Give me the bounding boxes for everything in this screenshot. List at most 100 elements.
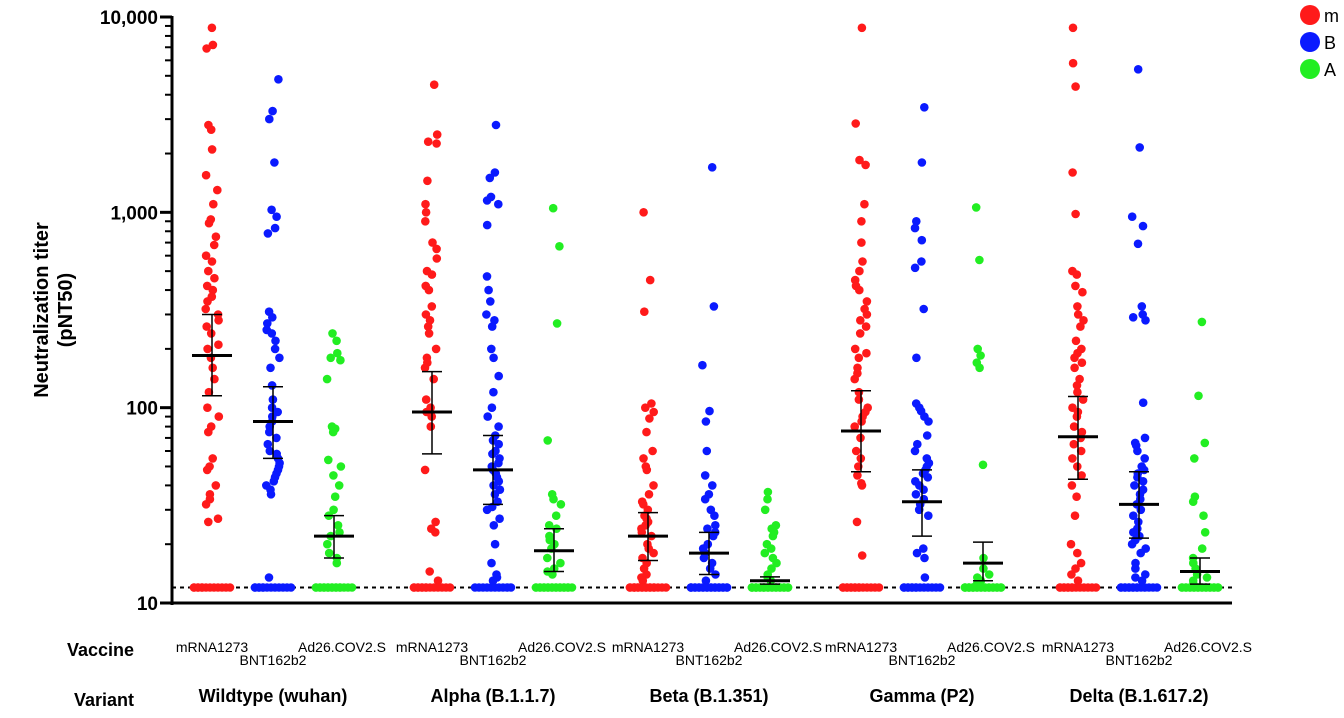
data-point-mrna1273 [208,454,217,463]
legend-label: A [1324,60,1336,80]
data-point-bnt162b2 [1127,212,1137,221]
data-point-mrna1273 [644,490,654,499]
data-point-mrna1273 [853,471,862,480]
data-point-bnt162b2 [698,360,707,370]
data-point-mrna1273 [855,329,865,338]
data-point-mrna1273 [424,285,434,295]
data-point-mrna1273 [861,322,871,331]
data-point-bnt162b2 [270,223,280,233]
data-point-mrna1273 [1078,287,1087,297]
data-point-mrna1273 [421,583,431,592]
data-point-bnt162b2 [482,310,491,319]
data-point-bnt162b2 [263,439,273,449]
data-point-mrna1273 [640,307,649,317]
data-point-mrna1273 [431,528,440,537]
legend-marker [1300,59,1320,79]
data-point-mrna1273 [855,155,864,165]
variant-row-label: Variant [74,690,134,710]
data-point-mrna1273 [1066,539,1076,549]
legend-marker [1300,32,1320,52]
vaccine-row-label: Vaccine [67,640,134,660]
data-point-ad26cov2s [329,471,338,480]
data-point-bnt162b2 [491,120,501,130]
data-point-bnt162b2 [487,558,496,568]
data-point-mrna1273 [431,344,441,354]
data-point-bnt162b2 [722,583,732,592]
data-point-mrna1273 [211,481,221,490]
data-point-bnt162b2 [489,353,498,363]
y-axis-title-line: (pNT50) [55,273,77,347]
data-point-mrna1273 [638,576,648,585]
data-point-ad26cov2s [1199,511,1208,520]
data-point-ad26cov2s [326,353,336,363]
data-point-bnt162b2 [494,458,503,468]
data-point-bnt162b2 [272,433,281,443]
data-point-mrna1273 [429,80,439,89]
data-point-ad26cov2s [333,348,342,358]
data-point-mrna1273 [1072,412,1082,421]
vaccine-tick-label: BNT162b2 [460,652,527,668]
data-point-mrna1273 [1070,353,1079,363]
data-point-ad26cov2s [333,521,343,530]
data-point-bnt162b2 [1136,505,1146,515]
data-point-ad26cov2s [335,528,344,537]
data-point-mrna1273 [860,199,869,209]
data-point-mrna1273 [421,208,431,217]
data-point-bnt162b2 [917,235,927,245]
data-point-mrna1273 [201,170,211,180]
data-point-mrna1273 [421,199,430,209]
vaccine-tick-label: mRNA1273 [1042,639,1115,655]
data-point-bnt162b2 [486,297,495,306]
data-point-bnt162b2 [920,553,929,563]
data-point-bnt162b2 [1133,446,1142,456]
data-point-mrna1273 [1077,471,1086,480]
data-point-ad26cov2s [984,570,994,579]
data-point-bnt162b2 [265,446,275,456]
data-point-mrna1273 [855,285,864,295]
data-point-ad26cov2s [1190,454,1199,463]
data-point-bnt162b2 [263,229,273,238]
data-point-mrna1273 [1071,82,1080,91]
data-point-bnt162b2 [494,439,504,449]
data-point-mrna1273 [850,344,860,354]
data-point-bnt162b2 [268,313,277,322]
data-point-mrna1273 [432,130,442,139]
y-tick-label: 10 [137,594,158,615]
data-point-bnt162b2 [1140,433,1150,443]
data-point-mrna1273 [1073,302,1082,311]
data-point-mrna1273 [207,145,217,154]
data-point-ad26cov2s [975,363,984,373]
data-point-bnt162b2 [910,263,920,273]
data-point-bnt162b2 [1138,221,1148,231]
data-point-bnt162b2 [686,583,696,592]
data-point-mrna1273 [1067,481,1077,490]
data-point-mrna1273 [423,137,433,146]
data-point-bnt162b2 [711,521,720,530]
vaccine-tick-label: Ad26.COV2.S [947,639,1035,655]
data-point-mrna1273 [645,414,654,423]
data-point-ad26cov2s [556,558,565,568]
data-point-mrna1273 [210,273,219,283]
data-point-mrna1273 [203,344,212,354]
data-point-bnt162b2 [1132,583,1142,592]
data-point-mrna1273 [203,403,212,413]
data-point-mrna1273 [206,329,216,338]
data-point-bnt162b2 [268,106,277,116]
data-point-mrna1273 [649,548,658,558]
data-point-ad26cov2s [1200,528,1210,537]
data-point-ad26cov2s [1213,583,1223,592]
data-point-bnt162b2 [264,573,274,582]
data-point-mrna1273 [857,481,867,490]
data-point-ad26cov2s [760,505,770,515]
data-point-ad26cov2s [543,436,552,445]
data-point-bnt162b2 [487,322,497,331]
data-point-ad26cov2s [975,255,984,265]
data-point-ad26cov2s [548,203,558,213]
data-point-mrna1273 [851,446,861,456]
data-point-ad26cov2s [772,558,781,568]
data-point-bnt162b2 [490,168,500,177]
data-point-mrna1273 [645,275,655,285]
data-point-mrna1273 [424,329,434,338]
data-point-ad26cov2s [556,500,566,509]
y-tick-label: 1,000 [110,203,158,224]
